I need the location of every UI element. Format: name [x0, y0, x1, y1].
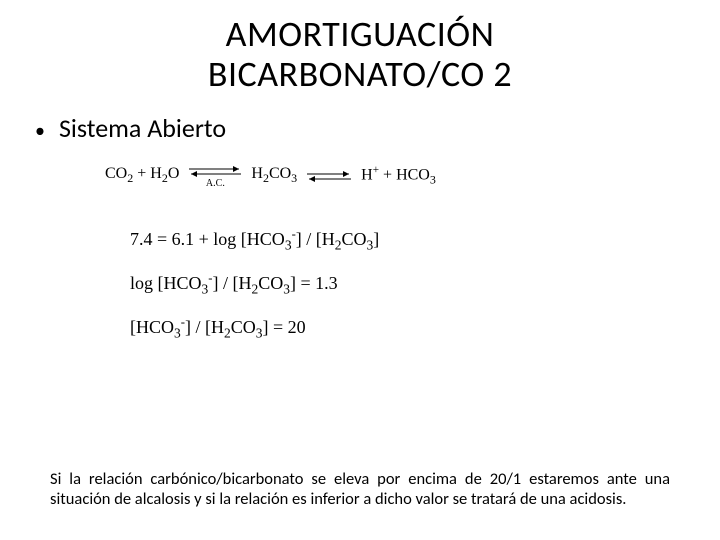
equilibrium-arrow-icon [187, 165, 243, 177]
reactant-co2: CO2 + H2O [105, 165, 179, 186]
bullet-item: • Sistema Abierto [35, 112, 670, 144]
reaction-equation: CO2 + H2O A.C. H2CO3 H+ + HCO3 [105, 164, 670, 188]
equations-block: 7.4 = 6.1 + log [HCO3-] / [H2CO3] log [H… [130, 218, 670, 350]
slide-title: AMORTIGUACIÓN BICARBONATO/CO 2 [50, 15, 670, 94]
bullet-dot-icon: • [35, 119, 45, 143]
equilibrium-arrow-icon [305, 170, 353, 182]
title-line-2: BICARBONATO/CO 2 [208, 52, 512, 96]
intermediate-h2co3: H2CO3 [251, 165, 297, 186]
catalyst-label: A.C. [206, 181, 225, 186]
equation-3: [HCO3-] / [H2CO3] = 20 [130, 306, 670, 350]
equation-1: 7.4 = 6.1 + log [HCO3-] / [H2CO3] [130, 218, 670, 262]
double-arrow [305, 170, 353, 182]
equation-2: log [HCO3-] / [H2CO3] = 1.3 [130, 262, 670, 306]
footer-paragraph: Si la relación carbónico/bicarbonato se … [50, 470, 670, 510]
product-h-hco3: H+ + HCO3 [361, 164, 436, 188]
double-arrow-ac: A.C. [187, 165, 243, 186]
title-line-1: AMORTIGUACIÓN [226, 12, 495, 56]
bullet-text: Sistema Abierto [59, 112, 226, 144]
